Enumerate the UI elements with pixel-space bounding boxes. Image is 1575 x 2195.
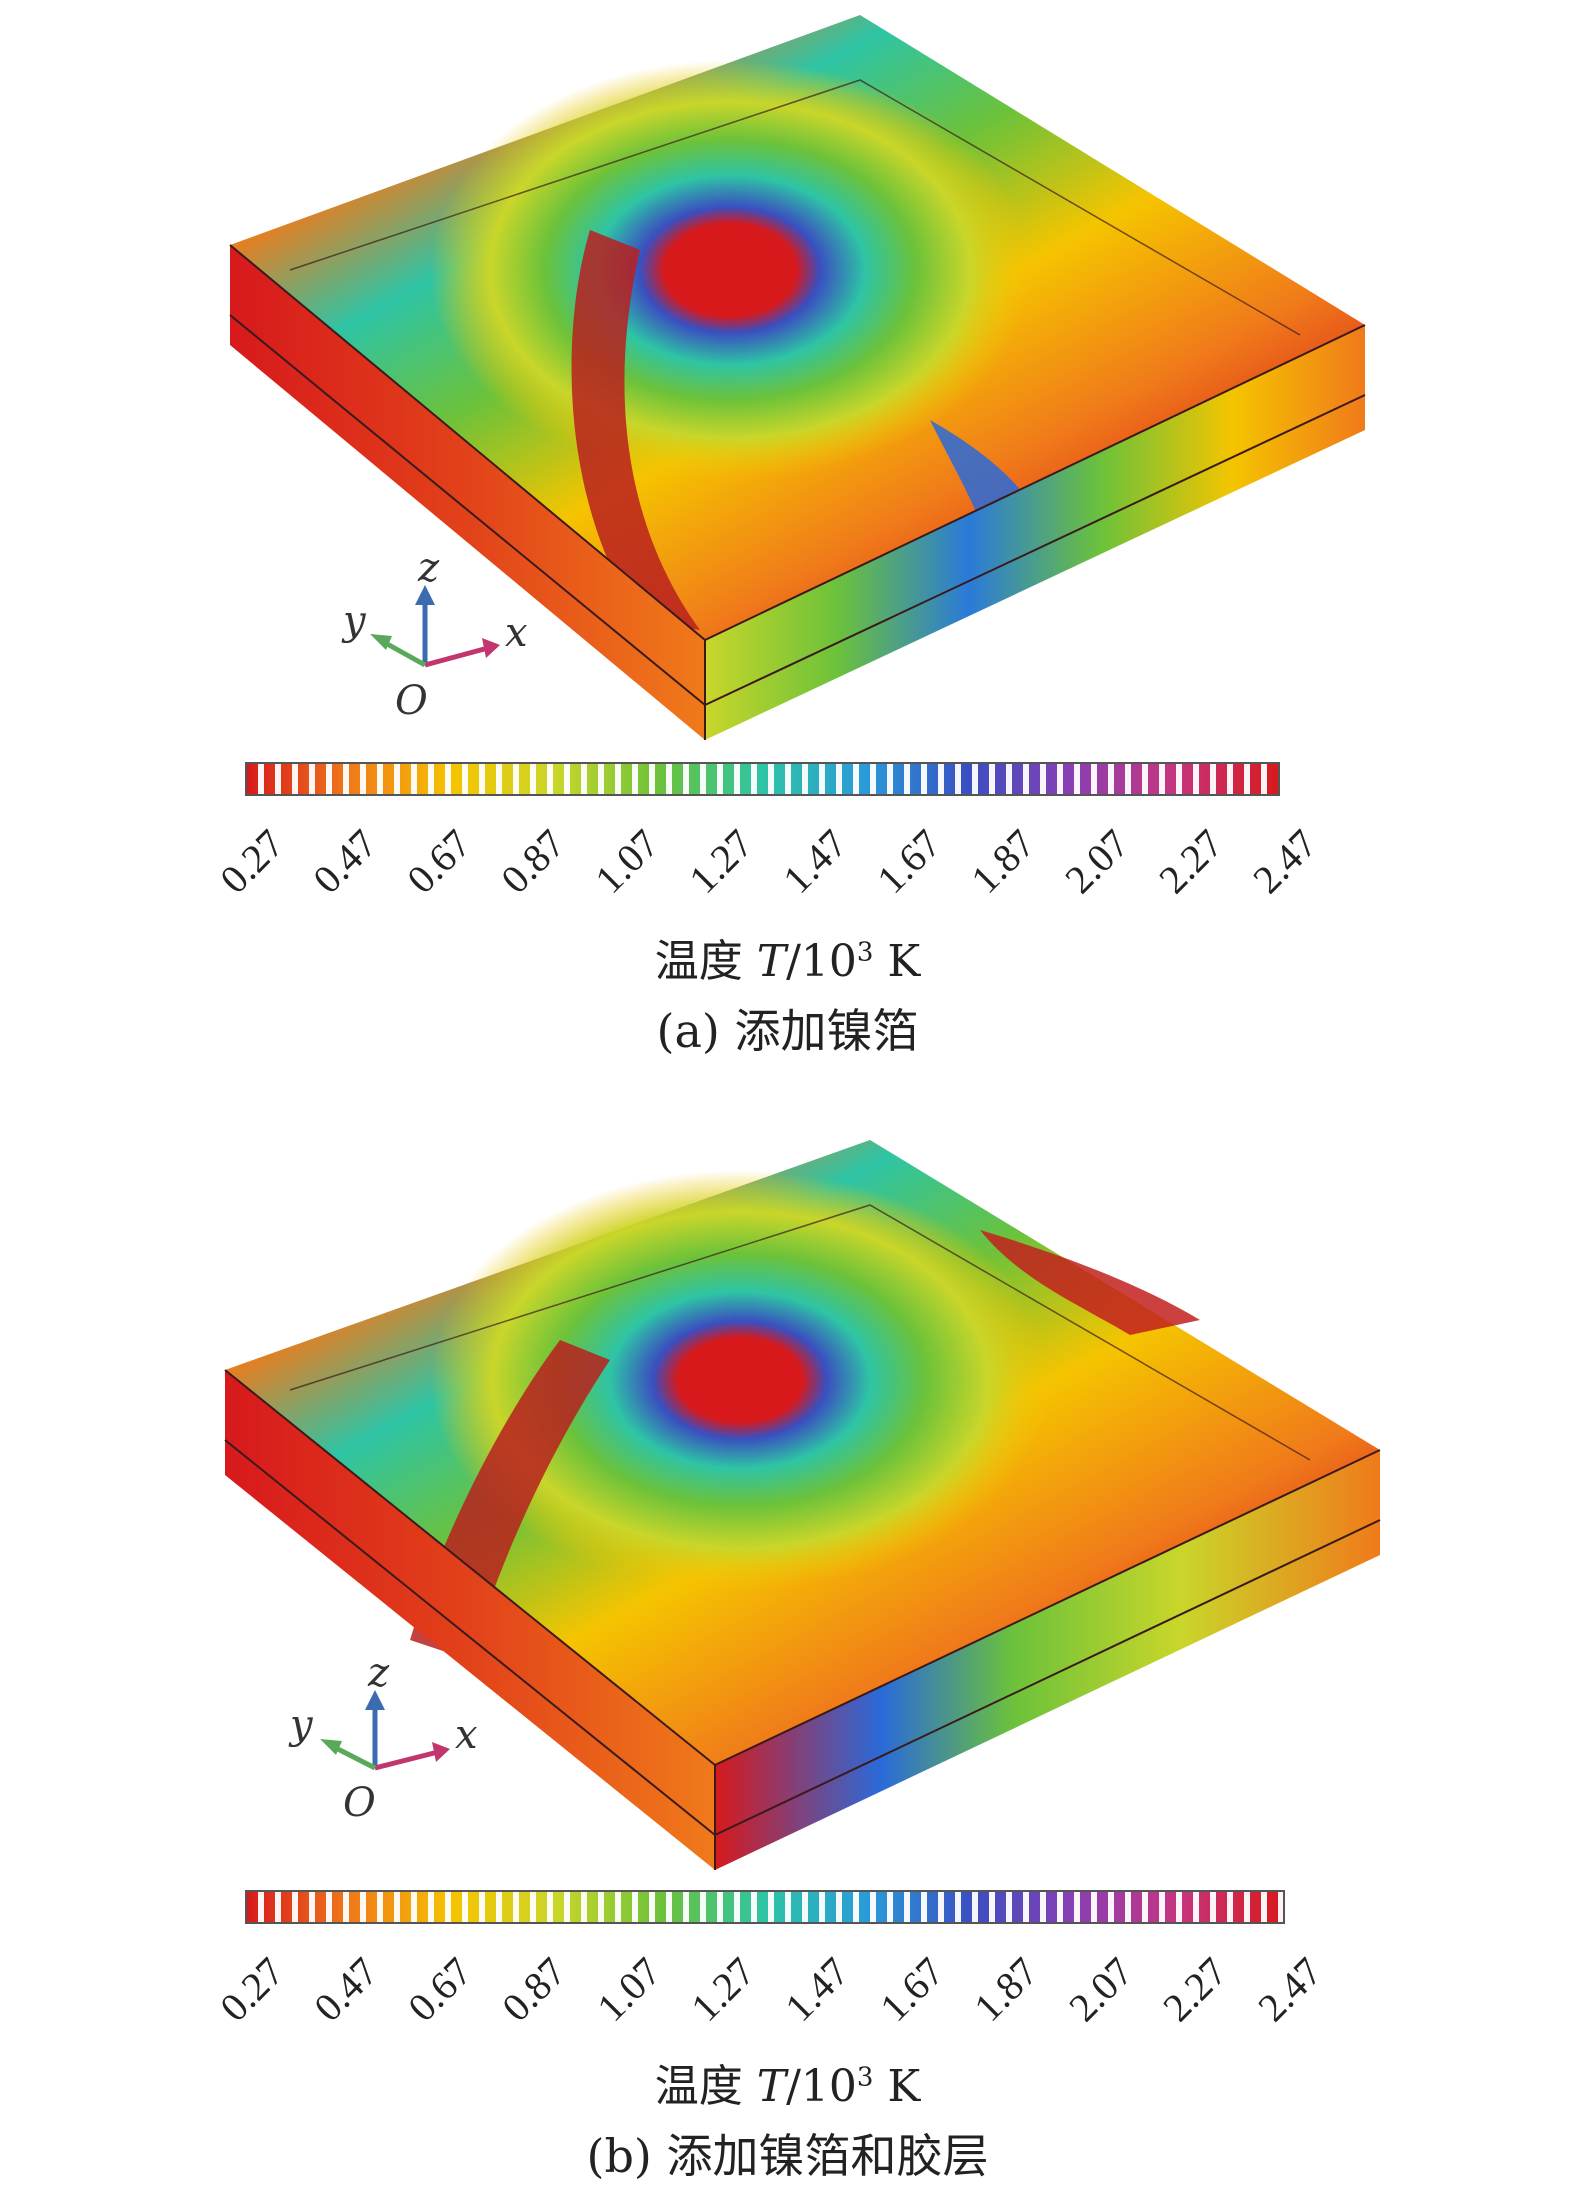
colorbar-tick: 1.27 <box>680 820 762 903</box>
colorbar-label: 温度 T/103 K <box>0 925 1575 989</box>
y-axis-label: y <box>343 598 366 644</box>
z-axis-arrowhead <box>415 585 435 605</box>
colorbar-tick: 1.47 <box>776 1948 858 2031</box>
colorbar-label-prefix: 温度 <box>654 936 757 987</box>
temperature-block-3d <box>224 1140 1381 1870</box>
colorbar-tick: 1.07 <box>586 820 668 903</box>
inner-layer-line <box>289 79 1301 336</box>
x-axis-label: x <box>505 610 528 656</box>
colorbar-tick: 2.07 <box>1056 820 1138 903</box>
colorbar-tick: 0.67 <box>399 1948 481 2031</box>
colorbar-label-scale: /10 <box>786 936 857 987</box>
x-axis-arrowhead <box>482 638 500 658</box>
inner-layer-line <box>289 1204 1311 1461</box>
x-axis-arrowhead <box>432 1742 450 1762</box>
colorbar-tick: 0.67 <box>398 820 480 903</box>
colorbar-tick: 1.67 <box>868 820 950 903</box>
colorbar-tick: 0.87 <box>492 820 574 903</box>
colorbar-tick: 2.27 <box>1154 1948 1236 2031</box>
colorbar-stripes <box>247 1892 1283 1922</box>
colorbar-tick: 2.47 <box>1249 1948 1331 2031</box>
axis-triad <box>370 585 500 668</box>
colorbar-ticks: 0.27 0.47 0.67 0.87 1.07 1.27 1.47 1.67 … <box>211 800 1325 903</box>
z-axis-arrowhead <box>365 1690 385 1710</box>
colorbar-stripes <box>247 764 1278 794</box>
colorbar-tick: 0.27 <box>211 1948 293 2031</box>
colorbar-label-variable: T <box>756 2061 787 2112</box>
colorbar-label-unit: K <box>873 2061 921 2112</box>
x-axis-label: x <box>455 1712 478 1758</box>
colorbar-label-exponent: 3 <box>856 2062 874 2093</box>
y-axis-label: y <box>290 1702 313 1748</box>
colorbar-tick: 0.87 <box>493 1948 575 2031</box>
colorbar-label-unit: K <box>873 936 921 987</box>
y-axis-arrowhead <box>320 1739 342 1755</box>
axis-triad <box>320 1690 450 1771</box>
x-axis-arrow <box>424 645 489 668</box>
colorbar-label-exponent: 3 <box>856 937 874 968</box>
origin-label: O <box>395 678 428 724</box>
colorbar-label-variable: T <box>756 936 787 987</box>
hot-band <box>571 230 700 630</box>
z-axis-label: z <box>368 1650 390 1696</box>
panel-caption: (a) 添加镍箔 <box>656 1004 919 1058</box>
colorbar-tick: 2.27 <box>1150 820 1232 903</box>
colorbar-tick: 0.47 <box>305 1948 387 2031</box>
temperature-block-3d <box>229 15 1366 740</box>
colorbar-tick: 0.47 <box>304 820 386 903</box>
colorbar-tick: 0.27 <box>211 820 293 903</box>
colorbar-tick: 1.27 <box>682 1948 764 2031</box>
colorbar-label-prefix: 温度 <box>654 2061 757 2112</box>
x-axis-arrow <box>374 1749 439 1771</box>
colorbar-tick: 1.47 <box>774 820 856 903</box>
colorbar <box>245 762 1280 796</box>
block-right-face <box>705 325 1365 740</box>
colorbar-label-scale: /10 <box>786 2061 857 2112</box>
panel-b: z x y O 0.27 0.47 0.67 0.87 1.07 1.27 1.… <box>0 1120 1575 2195</box>
colorbar-tick: 1.07 <box>588 1948 670 2031</box>
z-axis-label: z <box>418 545 440 591</box>
heat-swirl <box>430 1170 1050 1590</box>
block-left-face <box>230 245 705 740</box>
origin-label: O <box>343 1780 376 1826</box>
colorbar-tick: 2.47 <box>1244 820 1326 903</box>
colorbar-tick: 1.87 <box>962 820 1044 903</box>
colorbar-tick: 1.87 <box>965 1948 1047 2031</box>
panel-caption: (b) 添加镍箔和胶层 <box>586 2129 989 2183</box>
block-right-face <box>715 1450 1380 1870</box>
colorbar-tick: 2.07 <box>1060 1948 1142 2031</box>
block-left-face <box>225 1370 715 1870</box>
colorbar-ticks: 0.27 0.47 0.67 0.87 1.07 1.27 1.47 1.67 … <box>211 1928 1330 2031</box>
colorbar-label: 温度 T/103 K <box>0 2050 1575 2114</box>
y-axis-arrowhead <box>370 634 392 650</box>
colorbar-tick: 1.67 <box>871 1948 953 2031</box>
panel-a: z x y O 0.27 0.47 0.67 0.87 1.07 1.27 1.… <box>0 0 1575 1090</box>
colorbar <box>245 1890 1285 1924</box>
hot-band <box>980 1230 1200 1335</box>
